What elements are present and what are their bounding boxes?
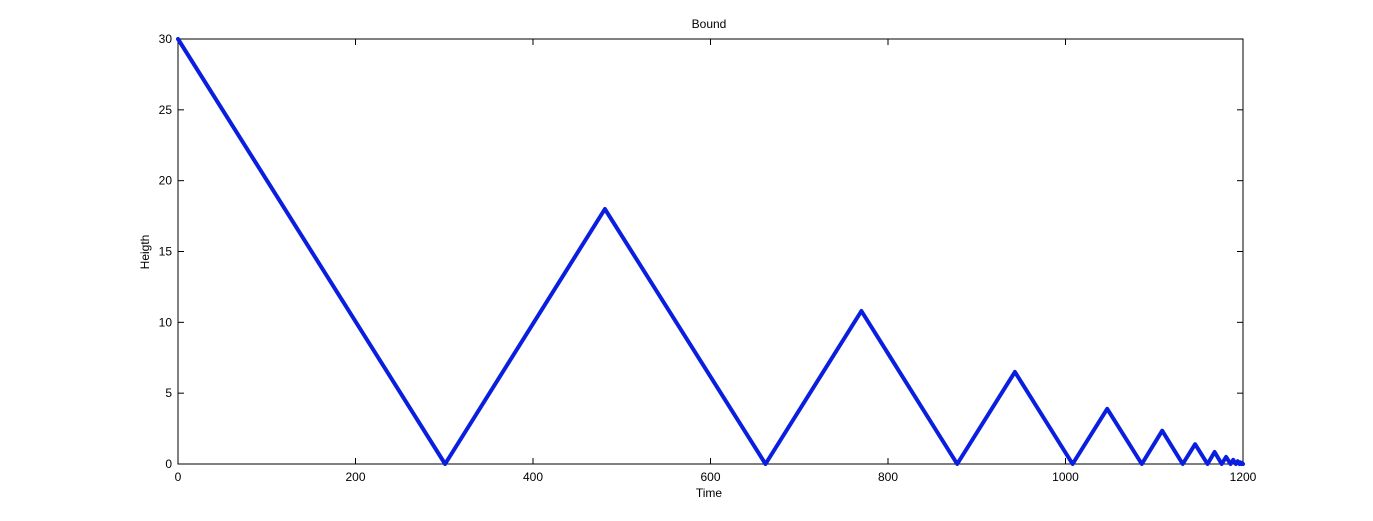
x-tick-label: 1200 bbox=[1230, 470, 1257, 484]
x-tick-label: 400 bbox=[523, 470, 543, 484]
x-tick-label: 800 bbox=[878, 470, 898, 484]
y-tick-label: 20 bbox=[159, 174, 173, 188]
series-line bbox=[176, 37, 1245, 466]
y-tick-label: 30 bbox=[159, 32, 173, 46]
x-tick-label: 1000 bbox=[1052, 470, 1079, 484]
x-tick-label: 200 bbox=[345, 470, 365, 484]
y-tick-label: 15 bbox=[159, 245, 173, 259]
x-tick-label: 600 bbox=[700, 470, 720, 484]
y-axis: 0 5 10 15 20 25 30 bbox=[159, 32, 1243, 471]
y-axis-label: Heigth bbox=[138, 235, 152, 270]
chart-title: Bound bbox=[692, 17, 727, 31]
x-axis: 0 200 400 600 800 1000 1200 bbox=[175, 39, 1257, 484]
plot-area bbox=[177, 38, 1244, 465]
series-layer bbox=[176, 37, 1245, 466]
y-tick-label: 25 bbox=[159, 103, 173, 117]
y-tick-label: 10 bbox=[159, 315, 173, 329]
y-tick-label: 5 bbox=[165, 386, 172, 400]
x-axis-label: Time bbox=[696, 486, 723, 500]
x-tick-label: 0 bbox=[175, 470, 182, 484]
y-tick-label: 0 bbox=[165, 457, 172, 471]
